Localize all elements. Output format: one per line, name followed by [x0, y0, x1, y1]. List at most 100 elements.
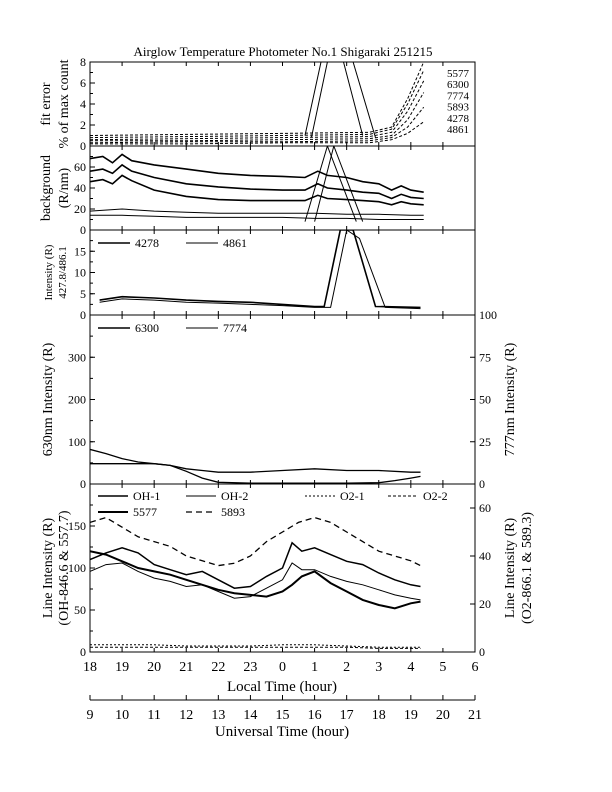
- y-right-tick-label: 60: [479, 501, 491, 515]
- series-4278: [90, 106, 425, 144]
- y-right-axis-label: Line Intensity (R): [503, 518, 518, 619]
- series-O2-1: [90, 644, 421, 648]
- series-b3: [90, 174, 424, 206]
- legend-label-4861: 4861: [223, 236, 247, 250]
- series-group: [90, 146, 424, 222]
- y-tick-label: 2: [80, 118, 86, 132]
- y-tick-label: 0: [80, 645, 86, 659]
- y-right-tick-label: 0: [479, 477, 485, 491]
- legend-label-7774: 7774: [223, 321, 247, 335]
- series-b5: [90, 214, 424, 220]
- legend-label-5893: 5893: [221, 505, 245, 519]
- ut-tick-label: 11: [147, 708, 160, 723]
- local-tick-label: 23: [243, 660, 257, 675]
- series-4278: [99, 230, 421, 309]
- local-time-label: Local Time (hour): [227, 679, 337, 695]
- legend-label-OH-2: OH-2: [221, 489, 248, 503]
- local-tick-label: 22: [211, 660, 225, 675]
- local-tick-label: 4: [407, 660, 414, 675]
- series-5893: [90, 516, 421, 567]
- y-right-tick-label: 25: [479, 435, 491, 449]
- panel-frame: [89, 314, 476, 485]
- fit-error-label-7774: 7774: [447, 90, 470, 102]
- ut-tick-label: 20: [436, 708, 450, 723]
- y-tick-label: 10: [74, 266, 86, 280]
- y-right-tick-label: 0: [479, 645, 485, 659]
- y-tick-label: 5: [80, 287, 86, 301]
- ut-tick-label: 17: [340, 708, 354, 723]
- y-axis-label-secondary: % of max count: [57, 59, 72, 148]
- series-OH-1: [90, 541, 421, 589]
- y-axis-label: Intensity (R): [43, 244, 55, 300]
- ut-tick-label: 14: [243, 708, 257, 723]
- local-tick-label: 19: [115, 660, 129, 675]
- series-5893: [90, 92, 425, 142]
- y-tick-label: 300: [68, 350, 86, 364]
- y-right-axis-label: 777nm Intensity (R): [503, 342, 518, 456]
- y-right-tick-label: 50: [479, 393, 491, 407]
- local-tick-label: 0: [279, 660, 286, 675]
- series-4861: [99, 230, 421, 310]
- y-axis-label: 630nm Intensity (R): [41, 342, 56, 456]
- y-right-tick-label: 20: [479, 597, 491, 611]
- y-axis-label-secondary: (OH-846.6 & 557.7): [57, 510, 72, 625]
- panel-blue-intensity: 0 5 10 15 Intensity (R) 427.8/486.1 4278 4861: [43, 229, 476, 322]
- panel-red-intensity: 0 100 200 300 0 25 50 75 100 630nm Intensity (R) 7…: [41, 308, 518, 491]
- y-tick-label: 4: [80, 97, 86, 111]
- y-tick-label: 150: [68, 519, 86, 533]
- series-b1: [90, 153, 424, 193]
- local-tick-label: 1: [311, 660, 318, 675]
- local-tick-label: 6: [472, 660, 479, 675]
- y-axis-label: Line Intensity (R): [41, 518, 56, 619]
- y-tick-label: 6: [80, 76, 86, 90]
- series-O2-2: [90, 646, 421, 649]
- fit-error-label-5577: 5577: [447, 68, 470, 80]
- local-tick-label: 21: [179, 660, 193, 675]
- series-group: [90, 62, 425, 145]
- y-axis-label-secondary: 427.8/486.1: [57, 246, 69, 299]
- universal-time-label: Universal Time (hour): [215, 724, 349, 740]
- y-tick-label: 0: [80, 477, 86, 491]
- fit-error-label-4861: 4861: [447, 124, 469, 136]
- ut-tick-label: 9: [87, 708, 94, 723]
- y-tick-label: 20: [74, 202, 86, 216]
- fit-error-label-5893: 5893: [447, 102, 470, 114]
- y-right-tick-label: 100: [479, 308, 497, 322]
- y-axis-label-secondary: (R/nm): [57, 167, 72, 208]
- y-tick-label: 40: [74, 181, 86, 195]
- fit-error-label-6300: 6300: [447, 79, 470, 91]
- series-peak-a: [304, 62, 364, 136]
- local-tick-label: 5: [439, 660, 446, 675]
- y-tick-label: 0: [80, 223, 86, 237]
- ut-tick-label: 13: [211, 708, 225, 723]
- chart-title: Airglow Temperature Photometer No.1 Shig…: [134, 44, 433, 59]
- ut-tick-label: 10: [115, 708, 129, 723]
- series-b2: [90, 163, 424, 200]
- y-right-tick-label: 40: [479, 549, 491, 563]
- y-right-axis-label-secondary: (O2-866.1 & 589.3): [520, 512, 535, 624]
- series-5577: [90, 62, 425, 136]
- series-4861: [90, 121, 424, 145]
- series-6300: [90, 70, 425, 139]
- y-tick-label: 8: [80, 55, 86, 69]
- y-axis-label: fit error: [39, 82, 54, 125]
- series-7774: [90, 80, 425, 141]
- series-b4: [90, 208, 424, 216]
- legend-label-4278: 4278: [135, 236, 159, 250]
- y-tick-label: 15: [74, 244, 86, 258]
- ut-tick-label: 12: [179, 708, 193, 723]
- series-7774: [90, 463, 421, 473]
- ut-tick-label: 16: [308, 708, 322, 723]
- series-peak-a: [304, 146, 357, 222]
- ut-tick-label: 21: [468, 708, 482, 723]
- series-OH-2: [90, 562, 421, 601]
- y-axis-label: background: [39, 155, 54, 221]
- y-tick-label: 60: [74, 160, 86, 174]
- local-tick-label: 18: [83, 660, 97, 675]
- series-group: [98, 230, 421, 310]
- legend-label-O2-1: O2-1: [340, 489, 365, 503]
- local-tick-label: 20: [147, 660, 161, 675]
